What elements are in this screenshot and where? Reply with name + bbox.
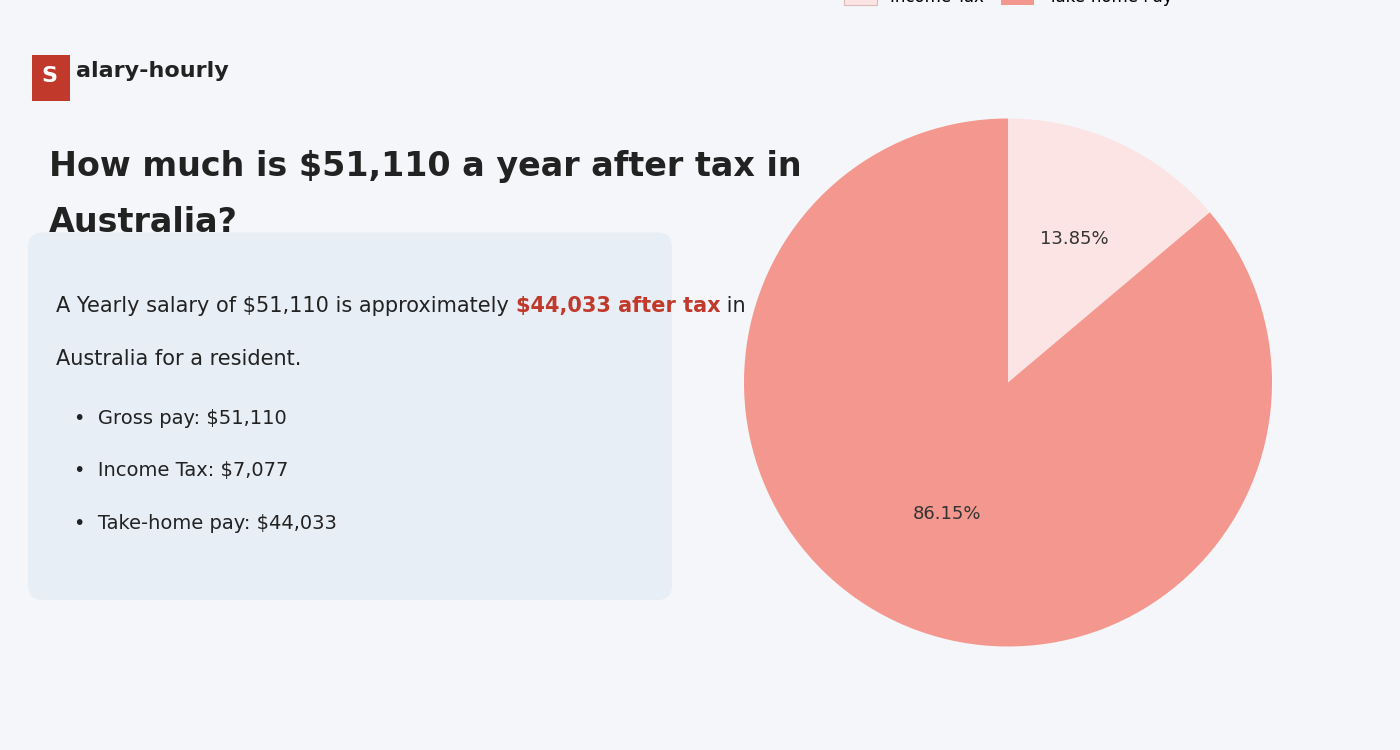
Text: Australia?: Australia? <box>49 206 238 239</box>
FancyBboxPatch shape <box>28 232 672 600</box>
Wedge shape <box>743 118 1273 646</box>
Text: alary-hourly: alary-hourly <box>76 62 228 81</box>
Text: •  Take-home pay: $44,033: • Take-home pay: $44,033 <box>73 514 336 532</box>
Text: How much is $51,110 a year after tax in: How much is $51,110 a year after tax in <box>49 150 802 183</box>
Text: in: in <box>720 296 746 316</box>
Text: 86.15%: 86.15% <box>913 506 981 524</box>
Text: •  Gross pay: $51,110: • Gross pay: $51,110 <box>73 409 286 428</box>
Text: 13.85%: 13.85% <box>1040 230 1109 248</box>
Text: A Yearly salary of $51,110 is approximately: A Yearly salary of $51,110 is approximat… <box>56 296 515 316</box>
Wedge shape <box>1008 118 1210 382</box>
FancyBboxPatch shape <box>32 55 70 101</box>
Text: Australia for a resident.: Australia for a resident. <box>56 349 301 369</box>
Legend: Income Tax, Take-home Pay: Income Tax, Take-home Pay <box>837 0 1179 13</box>
Text: $44,033 after tax: $44,033 after tax <box>515 296 720 316</box>
Text: •  Income Tax: $7,077: • Income Tax: $7,077 <box>73 461 288 480</box>
Text: S: S <box>41 67 57 86</box>
